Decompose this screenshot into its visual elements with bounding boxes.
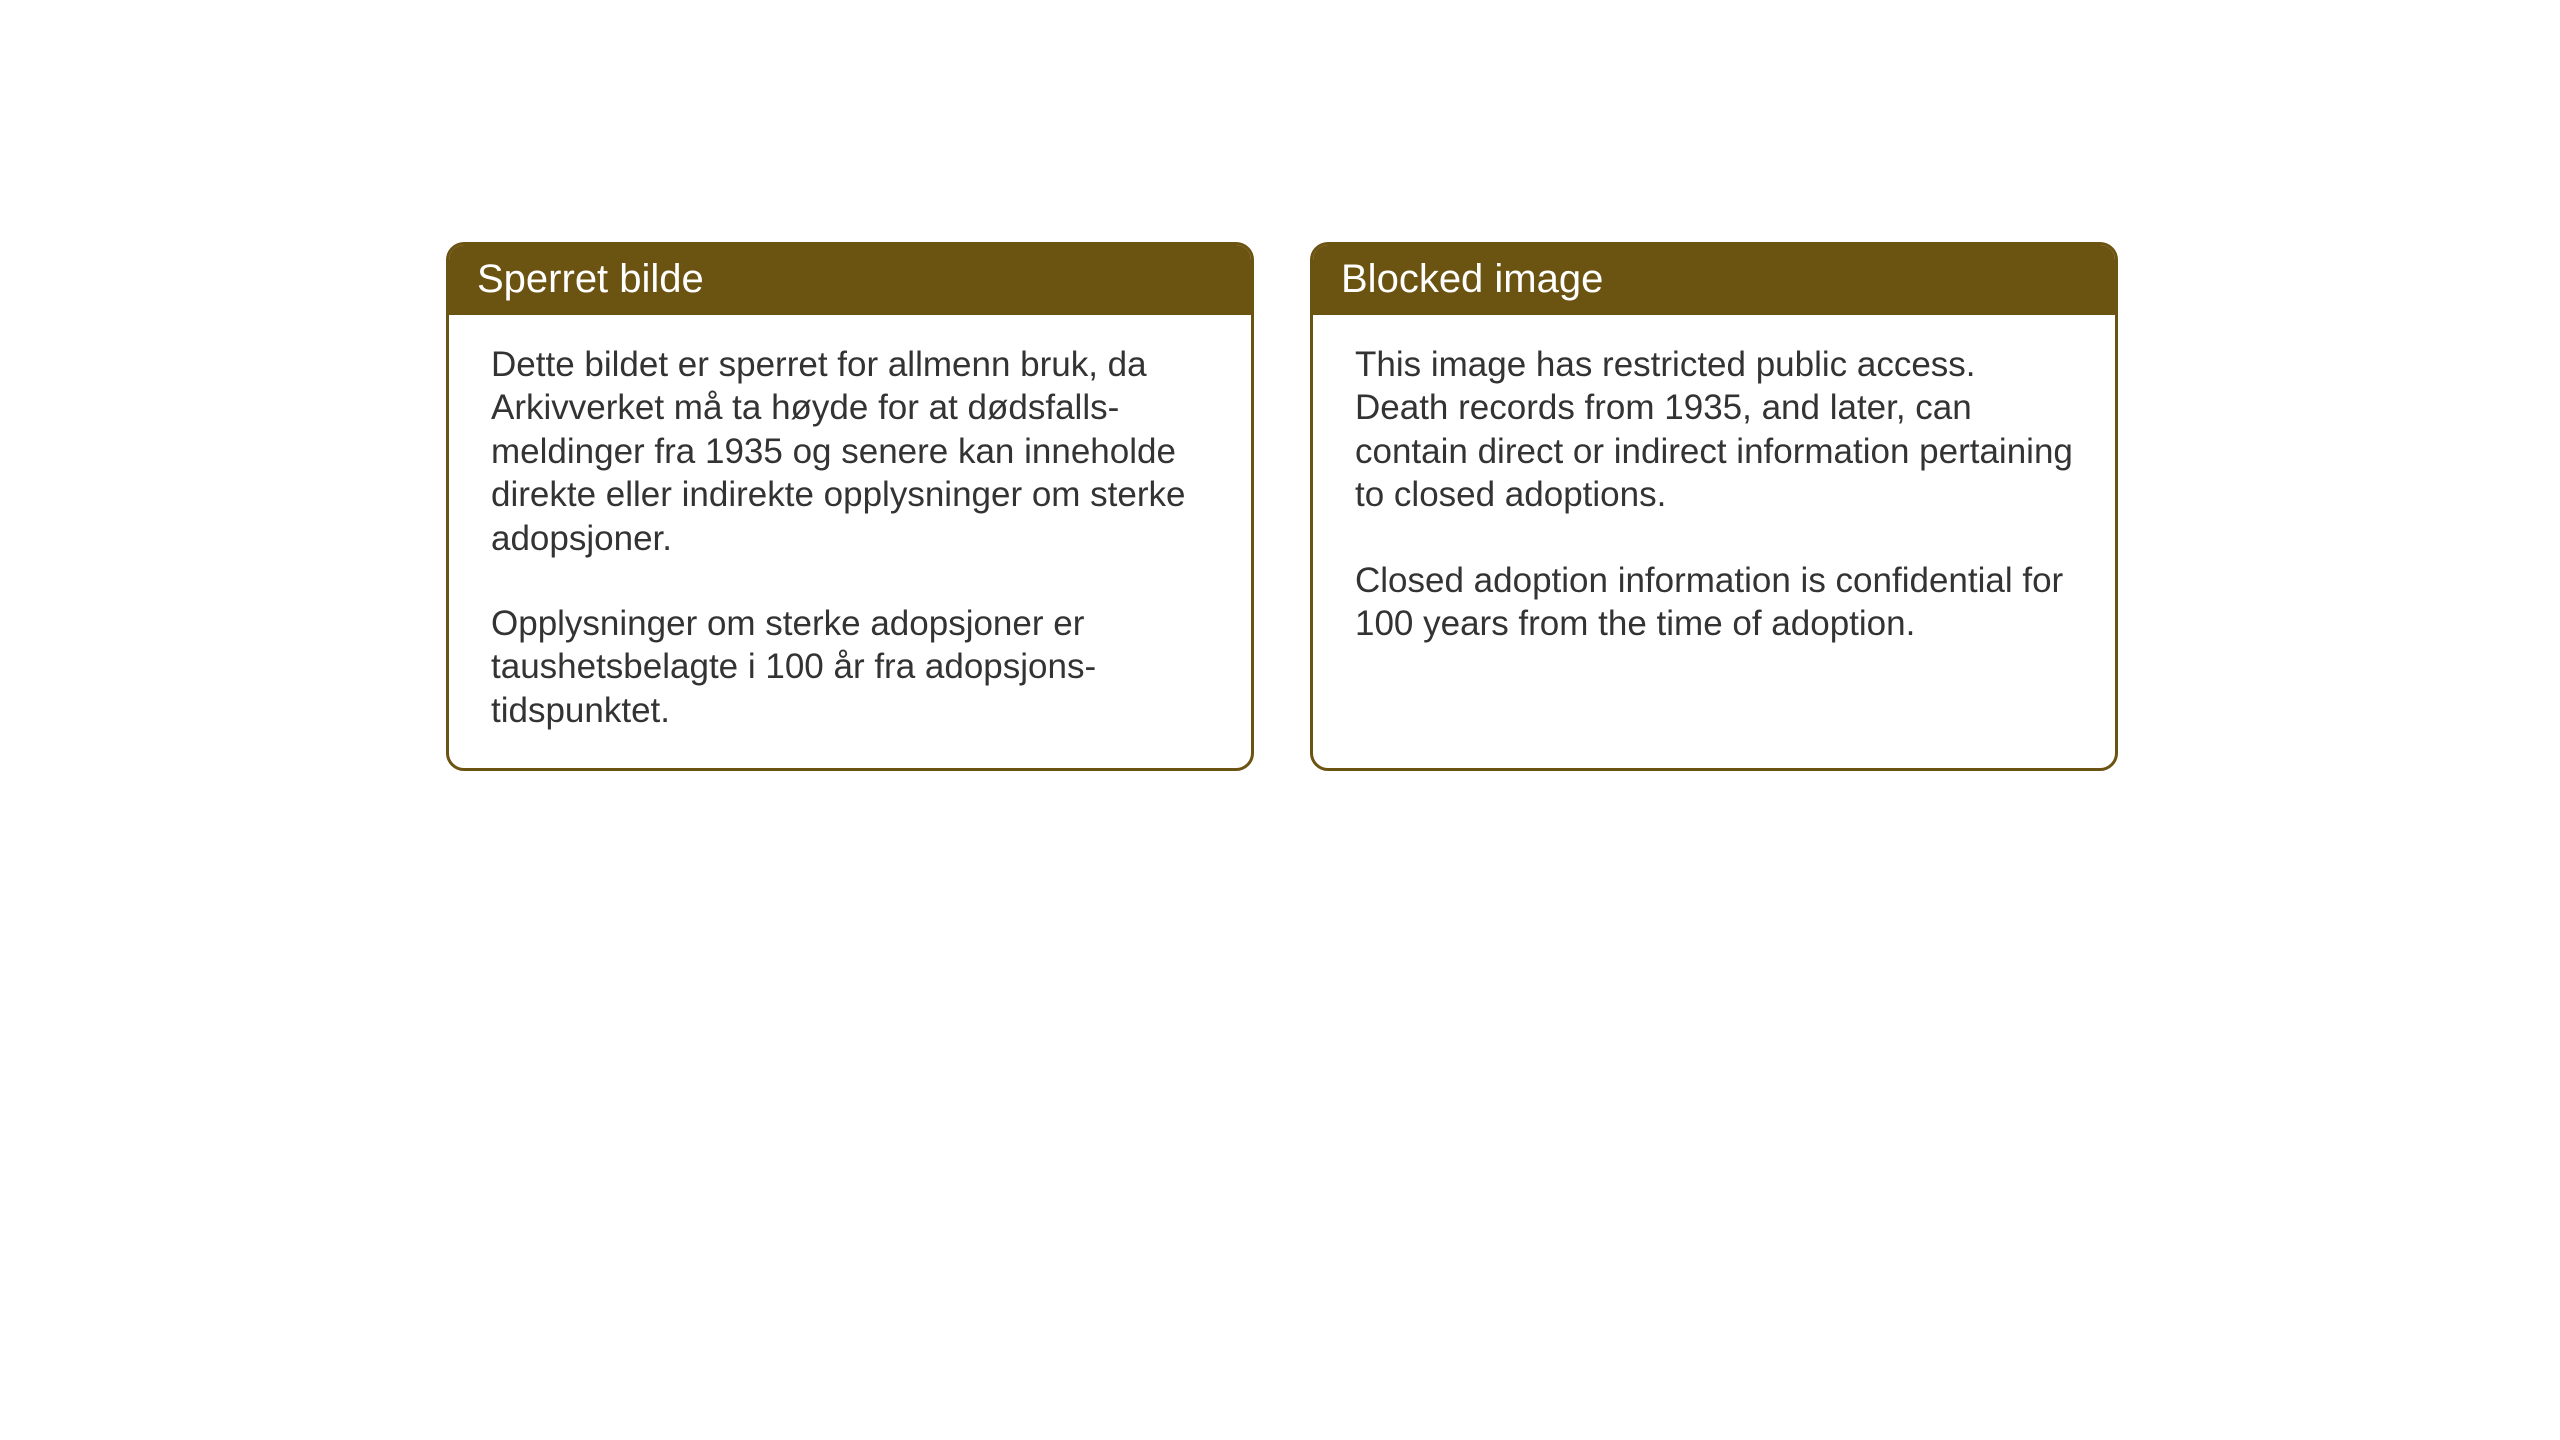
card-title-english: Blocked image bbox=[1313, 245, 2115, 315]
notice-card-english: Blocked image This image has restricted … bbox=[1310, 242, 2118, 771]
card-body-norwegian: Dette bildet er sperret for allmenn bruk… bbox=[449, 315, 1251, 768]
card-paragraph-2-norwegian: Opplysninger om sterke adopsjoner er tau… bbox=[491, 602, 1209, 732]
card-paragraph-2-english: Closed adoption information is confident… bbox=[1355, 559, 2073, 646]
notice-container: Sperret bilde Dette bildet er sperret fo… bbox=[446, 242, 2118, 771]
card-paragraph-1-english: This image has restricted public access.… bbox=[1355, 343, 2073, 517]
card-paragraph-1-norwegian: Dette bildet er sperret for allmenn bruk… bbox=[491, 343, 1209, 560]
notice-card-norwegian: Sperret bilde Dette bildet er sperret fo… bbox=[446, 242, 1254, 771]
card-body-english: This image has restricted public access.… bbox=[1313, 315, 2115, 761]
card-title-norwegian: Sperret bilde bbox=[449, 245, 1251, 315]
